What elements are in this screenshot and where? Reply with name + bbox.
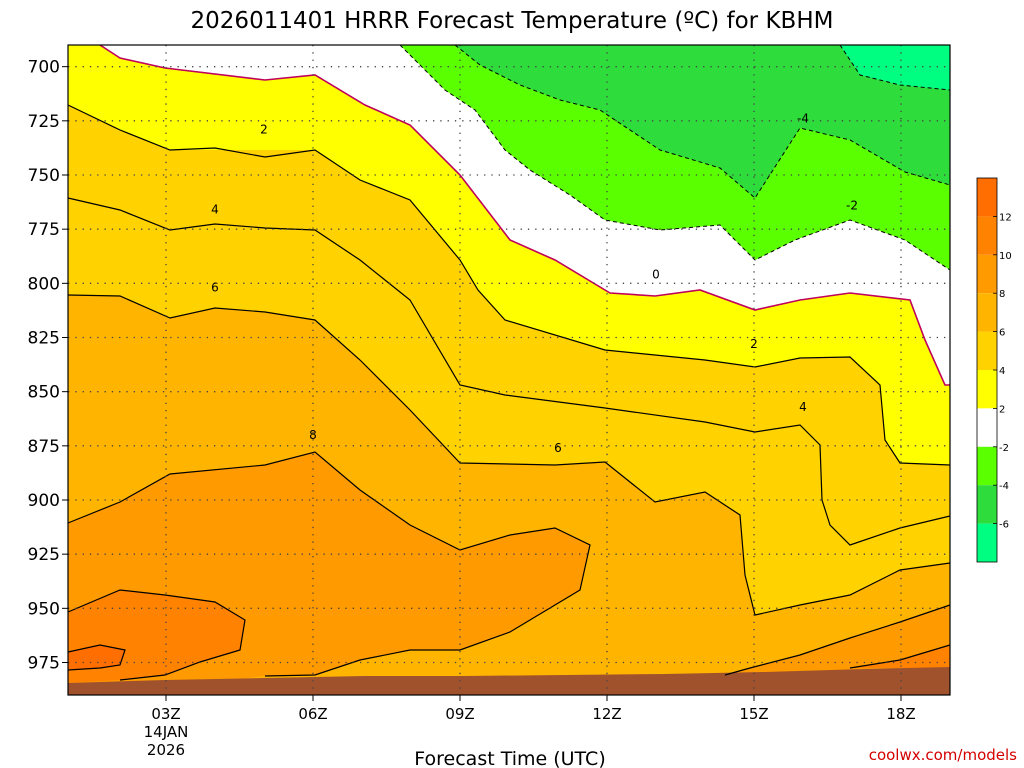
y-tick-label-725: 725 (28, 112, 60, 132)
x-tick-label-15Z: 15Z (739, 705, 768, 723)
y-tick-label-775: 775 (28, 220, 60, 240)
contour-label-6: 6 (554, 441, 562, 455)
contour-label-0: 0 (652, 268, 660, 282)
y-tick-label-975: 975 (28, 654, 60, 674)
colorbar-label--2: -2 (999, 443, 1009, 454)
colorbar-label-6: 6 (999, 328, 1005, 339)
colorbar-label--6: -6 (999, 520, 1009, 531)
colorbar-band-8-10 (977, 254, 997, 294)
band-right-lower-10 (850, 645, 950, 668)
contour-4 (67, 197, 951, 546)
colorbar-label-4: 4 (999, 366, 1005, 377)
contour-label-4: 4 (211, 203, 219, 217)
y-tick-label-925: 925 (28, 545, 60, 565)
contour-right-8 (724, 604, 951, 676)
colorbar-band--2-2 (977, 408, 997, 447)
plot-frame (67, 44, 951, 696)
y-tick-label-750: 750 (28, 166, 60, 186)
grid-lines (68, 45, 950, 695)
y-tick-label-825: 825 (28, 329, 60, 349)
contour-label-2: 2 (750, 337, 758, 351)
contour-8 (67, 451, 591, 677)
x-tick-date: 14JAN (144, 723, 189, 741)
contour-label-6: 6 (211, 281, 219, 295)
colorbar-band-12-14 (977, 178, 997, 217)
colorbar-band-2-4 (977, 370, 997, 409)
x-tick-label-12Z: 12Z (592, 705, 621, 723)
credit-text: coolwx.com/models (869, 746, 1017, 764)
colorbar-label-2: 2 (999, 404, 1005, 415)
x-tick-label-03Z: 03Z (151, 705, 180, 723)
x-tick-year: 2026 (147, 741, 185, 759)
contour-label--4: -4 (797, 112, 809, 126)
colorbar-band-6-8 (977, 293, 997, 332)
colorbar: 12 10 8 6 4 2 -2 -4 -6 (976, 177, 1012, 563)
plot-area: 2 4 6 8 0 2 4 6 -4 -2 (67, 44, 951, 696)
contour-labels: 2 4 6 8 0 2 4 6 -4 -2 (211, 112, 858, 455)
y-tick-label-950: 950 (28, 599, 60, 619)
chart-title: 2026011401 HRRR Forecast Temperature (ºC… (191, 8, 834, 34)
contour-10 (67, 589, 246, 681)
contour-label--2: -2 (846, 198, 858, 212)
band-neg4-to-neg2 (455, 45, 950, 198)
y-tick-label-850: 850 (28, 383, 60, 403)
contour-right-10 (849, 644, 951, 669)
x-tick-label-09Z: 09Z (445, 705, 474, 723)
y-tick-label-800: 800 (28, 274, 60, 294)
y-axis: 700 725 750 775 800 825 850 875 900 925 950 975 (28, 58, 68, 674)
colorbar-band-10-12 (977, 216, 997, 255)
contour-lines (67, 104, 951, 681)
band-right-lower-8 (725, 605, 950, 675)
contour-0-freezing (99, 44, 950, 386)
colorbar-label-8: 8 (999, 289, 1005, 300)
contour-neg4 (454, 44, 951, 199)
band-12-to-14 (68, 645, 125, 670)
colorbar-label--4: -4 (999, 481, 1009, 492)
contour-6 (67, 294, 951, 616)
colorbar-band--4--2 (977, 446, 997, 486)
contour-label-8: 8 (309, 428, 317, 442)
contour-12 (67, 644, 126, 671)
dashed-contours (399, 44, 951, 271)
band-neg6-to-neg4 (840, 45, 950, 90)
colorbar-band--8--6 (977, 523, 997, 562)
y-tick-label-875: 875 (28, 437, 60, 457)
y-tick-label-900: 900 (28, 491, 60, 511)
colorbar-band-4-6 (977, 331, 997, 370)
x-axis-label: Forecast Time (UTC) (414, 748, 605, 768)
x-tick-label-18Z: 18Z (886, 705, 915, 723)
contour-neg2 (399, 44, 951, 271)
contour-2 (67, 104, 951, 466)
contour-neg6 (839, 44, 951, 91)
contour-label-2: 2 (260, 123, 268, 137)
colorbar-band--6--4 (977, 485, 997, 524)
colorbar-label-10: 10 (999, 251, 1012, 262)
contour-label-4: 4 (799, 400, 807, 414)
y-tick-label-700: 700 (28, 58, 60, 78)
colorbar-label-12: 12 (999, 212, 1012, 223)
x-tick-label-06Z: 06Z (298, 705, 327, 723)
